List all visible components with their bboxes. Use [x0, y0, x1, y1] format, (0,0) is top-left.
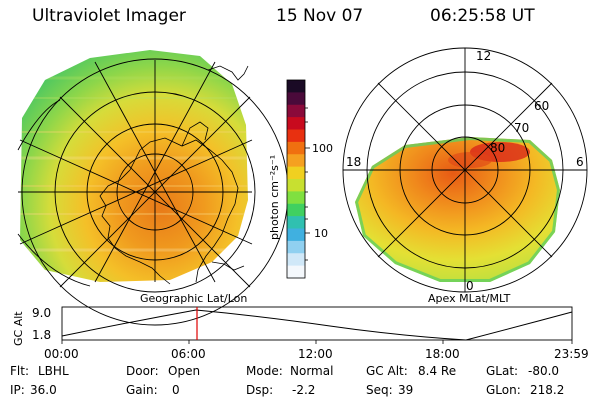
colorbar-band [287, 80, 305, 93]
mlt-label-0: 0 [466, 279, 474, 293]
header-time: 06:25:58 UT [430, 6, 535, 26]
altitude-plot [61, 306, 573, 344]
gc-alt-label: GC Alt: [366, 364, 408, 378]
mlt-label-6: 6 [576, 155, 584, 169]
colorbar-band [287, 203, 305, 217]
colorbar-band [287, 166, 305, 180]
door-label: Door: [126, 364, 159, 378]
mode-label: Mode: [246, 364, 283, 378]
magnetic-grid [342, 47, 588, 293]
flt-value: LBHL [38, 364, 69, 378]
glat-value: -80.0 [528, 364, 560, 378]
mlat-label-70: 70 [514, 121, 529, 135]
gain-value: 0 [172, 383, 180, 397]
mode-value: Normal [290, 364, 334, 378]
geographic-image [20, 50, 248, 282]
altitude-ytick-bottom: 1.8 [32, 328, 52, 342]
mlt-label-18: 18 [346, 155, 361, 169]
header-date: 15 Nov 07 [276, 6, 364, 26]
glon-value: 218.2 [530, 383, 565, 397]
seq-label: Seq: [366, 383, 393, 397]
altitude-ytick-top: 9.0 [32, 306, 52, 320]
colorbar-band [287, 240, 305, 254]
colorbar-tick-10: 10 [314, 227, 328, 240]
colorbar-band [287, 154, 305, 168]
mlat-label-60: 60 [534, 99, 549, 113]
colorbar-band [287, 216, 305, 230]
altitude-curve [61, 309, 573, 341]
magnetic-image [355, 137, 560, 282]
altitude-ylabel: GC Alt [12, 311, 25, 346]
flt-label: Flt: [10, 364, 29, 378]
glon-label: GLon: [486, 383, 521, 397]
glat-label: GLat: [486, 364, 519, 378]
colorbar-frame [286, 79, 306, 279]
ip-label: IP: [10, 383, 25, 397]
seq-value: 39 [398, 383, 414, 397]
colorbar-unit-label: photon cm⁻²s⁻¹ [268, 155, 281, 240]
mlt-label-12: 12 [476, 49, 491, 63]
magnetic-caption: Apex MLat/MLT [428, 292, 511, 305]
colorbar-tick-100: 100 [312, 142, 333, 155]
colorbar-band [287, 104, 305, 118]
gc-alt-value: 8.4 Re [418, 364, 457, 378]
mlat-label-80: 80 [490, 141, 505, 155]
colorbar-band [287, 253, 305, 267]
colorbar-ticks [305, 107, 310, 261]
colorbar-band [287, 265, 305, 279]
gain-label: Gain: [126, 383, 158, 397]
altitude-xtick-0600: 06:00 [171, 347, 206, 361]
altitude-ticks [61, 340, 573, 344]
colorbar-band [287, 92, 305, 106]
dsp-label: Dsp: [246, 383, 274, 397]
altitude-xtick-2359: 23:59 [554, 347, 589, 361]
colorbar [287, 80, 305, 279]
geographic-caption: Geographic Lat/Lon [140, 292, 247, 305]
colorbar-band [287, 191, 305, 205]
coastline-outline [99, 65, 249, 285]
colorbar-band [287, 179, 305, 192]
colorbar-band [287, 141, 305, 155]
colorbar-band [287, 117, 305, 131]
altitude-xtick-1200: 12:00 [298, 347, 333, 361]
altitude-xtick-0000: 00:00 [44, 347, 79, 361]
dsp-value: -2.2 [292, 383, 316, 397]
instrument-title: Ultraviolet Imager [32, 6, 186, 26]
colorbar-band [287, 129, 305, 143]
altitude-plot-frame [61, 306, 573, 341]
colorbar-band [287, 228, 305, 242]
door-value: Open [168, 364, 201, 378]
ip-value: 36.0 [30, 383, 57, 397]
altitude-xtick-1800: 18:00 [425, 347, 460, 361]
mlt-labels: 12 18 6 0 60 70 80 [346, 49, 584, 293]
